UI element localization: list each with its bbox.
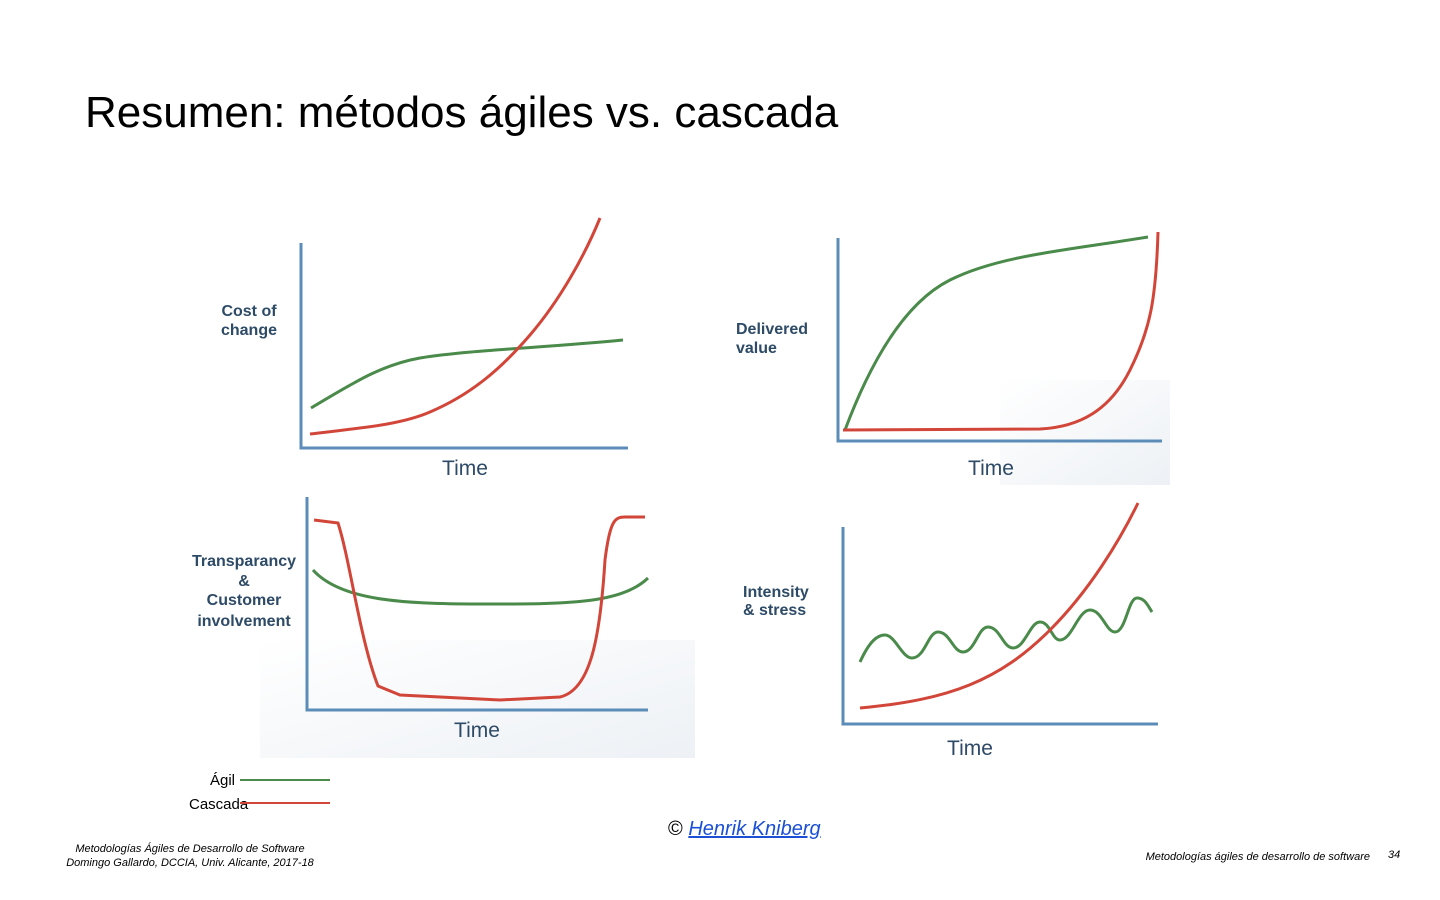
axis (305, 497, 648, 712)
page-number: 34 (1388, 849, 1400, 861)
y-label: & stress (743, 602, 806, 619)
panel: Delivered value Time (736, 231, 1162, 480)
waterfall-curve (842, 231, 1160, 432)
credit-link[interactable]: Henrik Kniberg (688, 818, 820, 840)
slide-title: Resumen: métodos ágiles vs. cascada (85, 88, 839, 137)
agile-curve (858, 596, 1154, 663)
agile-curve (843, 235, 1149, 431)
x-label: Time (968, 457, 1014, 480)
panel: Transparancy & Customer involvement Time (192, 497, 650, 742)
y-label: & (238, 573, 250, 590)
y-label: Customer (207, 592, 282, 609)
credit: © Henrik Kniberg (668, 818, 821, 840)
y-label: Intensity (743, 584, 809, 601)
axis (841, 527, 1158, 726)
panel: Cost of change Time (221, 217, 628, 480)
y-label: involvement (197, 613, 291, 630)
y-label: value (736, 340, 777, 357)
y-label: Transparancy (192, 553, 296, 570)
x-label: Time (454, 719, 500, 742)
axis (836, 238, 1162, 443)
agile-curve (311, 568, 650, 606)
waterfall-curve (313, 515, 645, 702)
legend-label: Cascada (189, 796, 249, 813)
legend-label: Ágil (210, 772, 235, 789)
axis (299, 243, 628, 450)
waterfall-curve (309, 217, 602, 436)
footer-right: Metodologías ágiles de desarrollo de sof… (1146, 851, 1370, 863)
waterfall-curve (859, 502, 1140, 710)
agile-curve (310, 338, 624, 410)
x-label: Time (442, 457, 488, 480)
panel-background (1000, 380, 1170, 485)
y-label: change (221, 322, 277, 339)
panel: Intensity & stress Time (743, 502, 1158, 760)
copyright: © (668, 818, 683, 840)
footer-left: Domingo Gallardo, DCCIA, Univ. Alicante,… (66, 857, 314, 869)
y-label: Delivered (736, 321, 808, 338)
x-label: Time (947, 737, 993, 760)
y-label: Cost of (221, 303, 277, 320)
footer-left: Metodologías Ágiles de Desarrollo de Sof… (75, 842, 304, 855)
